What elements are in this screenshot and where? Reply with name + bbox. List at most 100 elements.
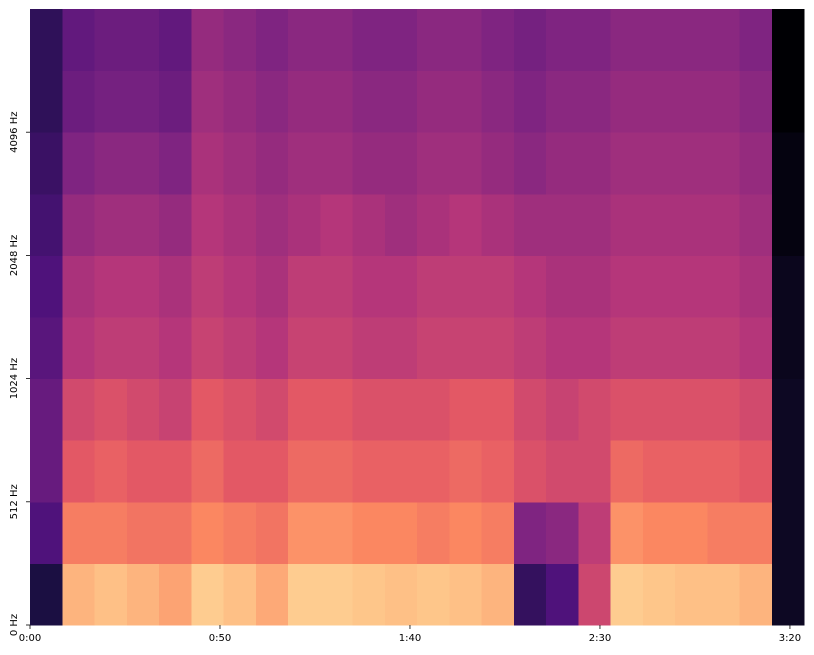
- x-tick-label: 1:40: [399, 633, 421, 644]
- spectrogram-cell: [481, 501, 515, 564]
- spectrogram-cell: [384, 378, 418, 441]
- spectrogram-cell: [320, 563, 353, 626]
- spectrogram-cell: [449, 193, 482, 256]
- spectrogram-cell: [546, 501, 579, 564]
- spectrogram-cell: [642, 440, 676, 503]
- spectrogram-cell: [546, 70, 579, 133]
- spectrogram-cell: [159, 440, 192, 503]
- spectrogram-cell: [94, 193, 128, 256]
- spectrogram-cell: [610, 255, 644, 318]
- spectrogram-cell: [384, 70, 418, 133]
- spectrogram-cell: [30, 563, 63, 626]
- spectrogram-cell: [675, 501, 708, 564]
- spectrogram-cell: [384, 255, 418, 318]
- spectrogram-cell: [771, 9, 805, 72]
- spectrogram-cell: [62, 70, 95, 133]
- spectrogram-cell: [578, 70, 611, 133]
- y-tick-label: 0 Hz: [9, 614, 20, 636]
- spectrogram-cell: [30, 440, 63, 503]
- spectrogram-cell: [30, 9, 63, 72]
- spectrogram-cell: [223, 501, 257, 564]
- spectrogram-cell: [126, 317, 160, 380]
- spectrogram-cell: [191, 132, 224, 195]
- spectrogram-cell: [94, 440, 128, 503]
- spectrogram-cell: [320, 317, 353, 380]
- spectrogram-cell: [30, 132, 63, 195]
- spectrogram-cell: [255, 9, 289, 72]
- spectrogram-cell: [739, 563, 773, 626]
- spectrogram-cell: [62, 132, 95, 195]
- spectrogram-cell: [352, 255, 386, 318]
- spectrogram-cell: [481, 255, 515, 318]
- spectrogram-cell: [30, 378, 63, 441]
- spectrogram-cell: [707, 70, 740, 133]
- spectrogram-cell: [449, 563, 482, 626]
- spectrogram-cell: [739, 501, 773, 564]
- spectrogram-cell: [610, 70, 644, 133]
- spectrogram-cell: [94, 317, 128, 380]
- spectrogram-cell: [352, 9, 386, 72]
- spectrogram-cell: [159, 255, 192, 318]
- spectrogram-cell: [255, 501, 289, 564]
- y-tick-label: 512 Hz: [9, 484, 20, 519]
- spectrogram-cell: [255, 132, 289, 195]
- spectrogram-cell: [159, 9, 192, 72]
- spectrogram-cell: [30, 70, 63, 133]
- spectrogram-cell: [513, 193, 547, 256]
- spectrogram-cell: [94, 9, 128, 72]
- spectrogram-cell: [320, 440, 353, 503]
- spectrogram-cell: [62, 255, 95, 318]
- spectrogram-cell: [384, 501, 418, 564]
- spectrogram-cell: [126, 563, 160, 626]
- x-tick-label: 0:50: [209, 633, 231, 644]
- spectrogram-cell: [642, 70, 676, 133]
- spectrogram-cell: [449, 132, 482, 195]
- spectrogram-cell: [352, 440, 386, 503]
- spectrogram-cell: [288, 317, 321, 380]
- spectrogram-cell: [417, 255, 450, 318]
- spectrogram-cell: [126, 70, 160, 133]
- spectrogram-cell: [707, 193, 740, 256]
- spectrogram-cell: [191, 440, 224, 503]
- spectrogram-cell: [159, 193, 192, 256]
- spectrogram-cell: [675, 378, 708, 441]
- spectrogram-cell: [255, 255, 289, 318]
- spectrogram-cell: [481, 9, 515, 72]
- spectrogram-cell: [384, 563, 418, 626]
- spectrogram-cell: [94, 70, 128, 133]
- spectrogram-cell: [513, 132, 547, 195]
- spectrogram-cell: [223, 440, 257, 503]
- spectrogram-cell: [546, 378, 579, 441]
- spectrogram-cell: [223, 9, 257, 72]
- spectrogram-cell: [384, 440, 418, 503]
- spectrogram-cell: [675, 9, 708, 72]
- spectrogram-cell: [255, 440, 289, 503]
- spectrogram-cell: [578, 440, 611, 503]
- spectrogram-cell: [449, 378, 482, 441]
- spectrogram-cell: [449, 317, 482, 380]
- spectrogram-cell: [546, 563, 579, 626]
- spectrogram-cell: [578, 132, 611, 195]
- spectrogram-cell: [223, 70, 257, 133]
- spectrogram-cell: [320, 193, 353, 256]
- spectrogram-cell: [255, 70, 289, 133]
- spectrogram-cell: [384, 9, 418, 72]
- spectrogram-cell: [288, 132, 321, 195]
- spectrogram-cell: [417, 378, 450, 441]
- spectrogram-cell: [642, 132, 676, 195]
- spectrogram-cell: [352, 70, 386, 133]
- spectrogram-cell: [481, 317, 515, 380]
- spectrogram-cell: [288, 70, 321, 133]
- spectrogram-cell: [288, 255, 321, 318]
- spectrogram-cell: [481, 563, 515, 626]
- spectrogram-cell: [546, 132, 579, 195]
- spectrogram-cell: [771, 501, 805, 564]
- spectrogram-cell: [417, 501, 450, 564]
- spectrogram-cell: [610, 317, 644, 380]
- spectrogram-cell: [610, 440, 644, 503]
- spectrogram-cell: [513, 70, 547, 133]
- spectrogram-cell: [481, 440, 515, 503]
- spectrogram-cell: [255, 193, 289, 256]
- spectrogram-cell: [707, 255, 740, 318]
- spectrogram-cell: [126, 440, 160, 503]
